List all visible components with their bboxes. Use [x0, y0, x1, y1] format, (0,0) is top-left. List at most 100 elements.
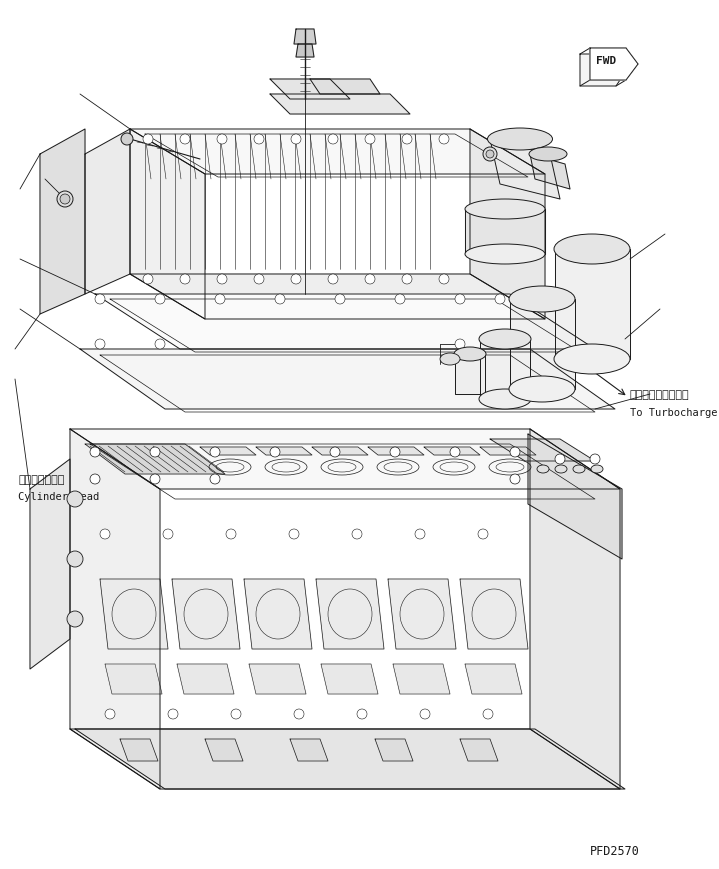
Polygon shape [480, 340, 530, 400]
Polygon shape [321, 664, 378, 694]
Ellipse shape [537, 466, 549, 474]
Circle shape [231, 709, 241, 720]
Circle shape [100, 529, 110, 540]
Polygon shape [388, 580, 456, 649]
Polygon shape [490, 440, 595, 461]
Circle shape [57, 192, 73, 208]
Circle shape [495, 295, 505, 305]
Circle shape [254, 135, 264, 145]
Circle shape [478, 529, 488, 540]
Circle shape [483, 709, 493, 720]
Circle shape [105, 709, 115, 720]
Circle shape [328, 135, 338, 145]
Ellipse shape [465, 245, 545, 265]
Circle shape [510, 448, 520, 457]
Polygon shape [455, 355, 485, 395]
Ellipse shape [479, 389, 531, 409]
Circle shape [90, 474, 100, 484]
Circle shape [402, 275, 412, 285]
Circle shape [95, 340, 105, 349]
Circle shape [150, 448, 160, 457]
Polygon shape [528, 434, 622, 560]
Polygon shape [256, 448, 312, 455]
Circle shape [415, 529, 425, 540]
Polygon shape [530, 155, 570, 189]
Circle shape [294, 709, 304, 720]
Ellipse shape [529, 148, 567, 162]
Ellipse shape [555, 466, 567, 474]
Polygon shape [70, 429, 160, 789]
Circle shape [121, 134, 133, 146]
Circle shape [291, 275, 301, 285]
Polygon shape [172, 580, 240, 649]
Polygon shape [200, 448, 256, 455]
Polygon shape [460, 580, 528, 649]
Polygon shape [30, 460, 70, 669]
Text: FWD: FWD [596, 56, 616, 66]
Text: PFD2570: PFD2570 [590, 844, 640, 857]
Circle shape [365, 275, 375, 285]
Polygon shape [296, 45, 314, 58]
Circle shape [495, 340, 505, 349]
Polygon shape [249, 664, 306, 694]
Circle shape [150, 474, 160, 484]
Circle shape [486, 151, 494, 159]
Polygon shape [580, 55, 628, 87]
Polygon shape [555, 249, 630, 360]
Ellipse shape [554, 345, 630, 375]
Circle shape [455, 295, 465, 305]
Circle shape [439, 275, 449, 285]
Circle shape [450, 448, 460, 457]
Ellipse shape [440, 354, 460, 366]
Ellipse shape [573, 466, 585, 474]
Polygon shape [530, 429, 620, 789]
Polygon shape [460, 740, 498, 761]
Text: To Turbocharger: To Turbocharger [630, 408, 719, 417]
Circle shape [217, 275, 227, 285]
Polygon shape [70, 729, 620, 789]
Circle shape [155, 340, 165, 349]
Circle shape [217, 135, 227, 145]
Circle shape [60, 195, 70, 205]
Polygon shape [393, 664, 450, 694]
Ellipse shape [509, 287, 575, 313]
Circle shape [402, 135, 412, 145]
Polygon shape [590, 49, 638, 81]
Circle shape [510, 474, 520, 484]
Polygon shape [510, 300, 575, 389]
Circle shape [180, 135, 190, 145]
Polygon shape [312, 448, 368, 455]
Polygon shape [290, 740, 328, 761]
Polygon shape [130, 129, 545, 175]
Circle shape [357, 709, 367, 720]
Ellipse shape [554, 235, 630, 265]
Ellipse shape [591, 466, 603, 474]
Polygon shape [244, 580, 312, 649]
Circle shape [289, 529, 299, 540]
Ellipse shape [454, 348, 486, 362]
Circle shape [365, 135, 375, 145]
Polygon shape [490, 140, 560, 200]
Polygon shape [177, 664, 234, 694]
Circle shape [215, 295, 225, 305]
Circle shape [95, 295, 105, 305]
Polygon shape [465, 209, 545, 255]
Circle shape [143, 275, 153, 285]
Circle shape [328, 275, 338, 285]
Circle shape [210, 474, 220, 484]
Circle shape [555, 454, 565, 464]
Circle shape [180, 275, 190, 285]
Polygon shape [470, 129, 545, 320]
Polygon shape [75, 729, 625, 789]
Circle shape [439, 135, 449, 145]
Polygon shape [105, 664, 162, 694]
Polygon shape [465, 664, 522, 694]
Circle shape [143, 135, 153, 145]
Circle shape [335, 295, 345, 305]
Circle shape [483, 148, 497, 162]
Polygon shape [480, 448, 536, 455]
Polygon shape [40, 129, 85, 315]
Circle shape [590, 454, 600, 464]
Polygon shape [590, 49, 638, 81]
Polygon shape [375, 740, 413, 761]
